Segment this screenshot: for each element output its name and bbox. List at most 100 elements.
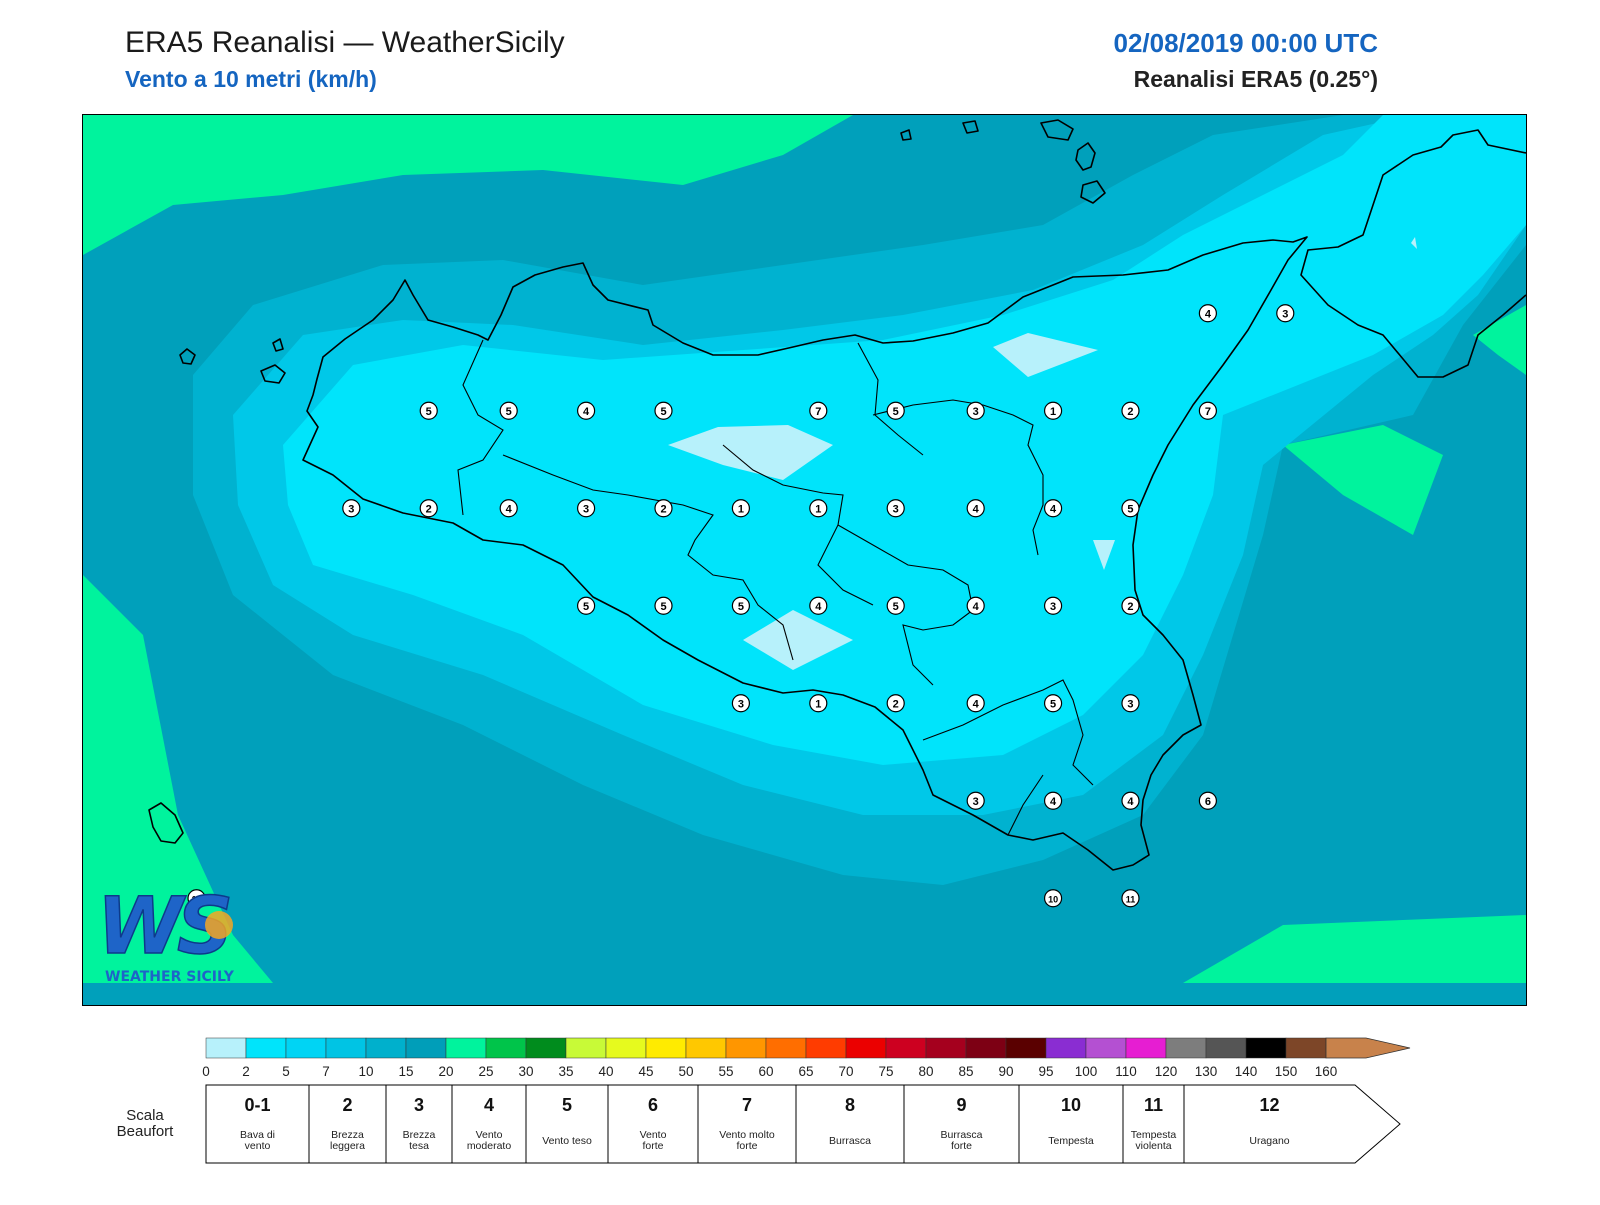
wind-label-value: 2 bbox=[426, 503, 432, 515]
colorbar-tick-label: 25 bbox=[478, 1064, 493, 1079]
beaufort-number: 0-1 bbox=[244, 1095, 270, 1115]
beaufort-scale: Scala Beaufort 0-1 Bava di vento 2 Brezza leg… bbox=[117, 1084, 1401, 1164]
wind-label-circle bbox=[1121, 889, 1140, 908]
wind-label: 5 bbox=[654, 401, 673, 420]
wind-labels: 5 5 4 5 7 5 3 1 2 73 2 4 3 2 1 1 3 4 4 55 5 5 4 5 4 3 23 1 2 4 5 33 4 4 61… bbox=[187, 304, 1295, 908]
wind-label: 1 bbox=[1043, 401, 1063, 420]
wind-label: 2 bbox=[886, 694, 905, 713]
colorbar-tick-label: 120 bbox=[1155, 1064, 1178, 1079]
wind-label-value: 1 bbox=[1050, 406, 1056, 418]
beaufort-title-line2: Beaufort bbox=[117, 1123, 175, 1140]
wind-label-circle bbox=[419, 499, 438, 518]
wind-label: 3 bbox=[966, 401, 985, 420]
wind-label-value: 15 bbox=[192, 894, 202, 904]
wind-label-value: 1 bbox=[738, 503, 744, 515]
wind-label-circle bbox=[809, 596, 828, 615]
colorbar-swatch bbox=[1165, 1037, 1207, 1059]
colorbar-tick-label: 30 bbox=[518, 1064, 533, 1079]
wind-label: 2 bbox=[419, 499, 438, 518]
wind-label: 5 bbox=[886, 401, 905, 420]
beaufort-class: 4 Vento moderato bbox=[451, 1084, 527, 1164]
wind-label-circle bbox=[419, 401, 438, 420]
beaufort-class: 2 Brezza leggera bbox=[308, 1084, 387, 1164]
colorbar-tick-label: 35 bbox=[558, 1064, 573, 1079]
band-0-2-b bbox=[993, 333, 1098, 377]
beaufort-number: 4 bbox=[484, 1095, 494, 1115]
colorbar-tick-label: 150 bbox=[1275, 1064, 1298, 1079]
colorbar-tick-label: 2 bbox=[242, 1064, 250, 1079]
colorbar-swatch bbox=[965, 1037, 1007, 1059]
wind-label: 3 bbox=[342, 499, 361, 518]
colorbar-swatch bbox=[245, 1037, 287, 1059]
map-subtitle: Vento a 10 metri (km/h) bbox=[125, 66, 377, 92]
colorbar-swatch bbox=[765, 1037, 807, 1059]
colorbar-tick-label: 70 bbox=[838, 1064, 853, 1079]
wind-label-circle bbox=[1043, 596, 1063, 615]
colorbar-arrow bbox=[1325, 1037, 1411, 1059]
band-15-20-southeast bbox=[1183, 915, 1526, 983]
wind-label-value: 3 bbox=[738, 698, 744, 710]
colorbar-tick-label: 80 bbox=[918, 1064, 933, 1079]
colorbar-swatch bbox=[925, 1037, 967, 1059]
colorbar-swatch bbox=[645, 1037, 687, 1059]
colorbar-swatch bbox=[605, 1037, 647, 1059]
beaufort-box bbox=[607, 1084, 699, 1164]
wind-label: 4 bbox=[577, 401, 596, 420]
legend-canvas: 0 2 5 7 10 15 20 25 30 35 40 45 50 55 60 65 70 75 80 85 90 95… bbox=[117, 1037, 1411, 1164]
wind-label-value: 1 bbox=[815, 698, 821, 710]
wind-speed-bands bbox=[83, 115, 1526, 983]
colorbar-swatch bbox=[485, 1037, 527, 1059]
beaufort-box bbox=[525, 1084, 609, 1164]
salina-island bbox=[1040, 119, 1074, 141]
wind-label-value: 5 bbox=[426, 406, 432, 418]
wind-label-circle bbox=[1121, 694, 1140, 713]
wind-label: 1 bbox=[809, 499, 828, 518]
beaufort-box bbox=[385, 1084, 453, 1164]
beaufort-number: 3 bbox=[414, 1095, 424, 1115]
border-trapani-palermo bbox=[457, 339, 504, 516]
beaufort-box bbox=[903, 1084, 1020, 1164]
wind-label-value: 5 bbox=[1127, 503, 1133, 515]
wind-label: 11 bbox=[1121, 889, 1140, 908]
map-title: ERA5 Reanalisi — WeatherSicily bbox=[125, 26, 565, 59]
wind-label-circle bbox=[731, 499, 751, 518]
valid-datetime: 02/08/2019 00:00 UTC bbox=[1113, 28, 1378, 58]
border-palermo-agrigento bbox=[502, 454, 794, 661]
colorbar-tick-label: 55 bbox=[718, 1064, 733, 1079]
wind-label-value: 10 bbox=[1048, 894, 1058, 904]
wind-label-circle bbox=[966, 596, 985, 615]
colorbar-swatch bbox=[1045, 1037, 1087, 1059]
colorbar-swatch bbox=[405, 1037, 447, 1059]
colorbar-tick-label: 65 bbox=[798, 1064, 813, 1079]
wind-label-value: 4 bbox=[1205, 308, 1212, 320]
logo-sun-icon bbox=[205, 911, 233, 939]
wind-label: 5 bbox=[419, 401, 438, 420]
colorbar-tick-label: 5 bbox=[282, 1064, 290, 1079]
beaufort-box bbox=[1018, 1084, 1124, 1164]
colorbar-swatch bbox=[445, 1037, 487, 1059]
wind-label-circle bbox=[499, 401, 518, 420]
beaufort-description: Brezza tesa bbox=[403, 1129, 436, 1152]
colorbar-swatch bbox=[1005, 1037, 1047, 1059]
legend: 0 2 5 7 10 15 20 25 30 35 40 45 50 55 60 65 70 75 80 85 90 95… bbox=[0, 1030, 1600, 1200]
wind-label-value: 4 bbox=[815, 601, 822, 613]
beaufort-description: Brezza leggera bbox=[330, 1129, 365, 1152]
wind-label-value: 5 bbox=[506, 406, 512, 418]
colorbar-tick-label: 45 bbox=[638, 1064, 653, 1079]
colorbar-swatch bbox=[845, 1037, 887, 1059]
wind-label-value: 3 bbox=[893, 503, 899, 515]
beaufort-class: 11 Tempesta violenta bbox=[1122, 1084, 1185, 1164]
wind-label: 7 bbox=[1198, 401, 1217, 420]
wind-label: 15 bbox=[187, 889, 206, 908]
wind-label-circle bbox=[966, 791, 985, 810]
wind-label: 6 bbox=[1198, 791, 1217, 810]
wind-label-value: 4 bbox=[973, 503, 980, 515]
colorbar-tick-label: 160 bbox=[1315, 1064, 1338, 1079]
colorbar-swatch bbox=[805, 1037, 847, 1059]
wind-label: 1 bbox=[809, 694, 828, 713]
wind-label: 3 bbox=[1121, 694, 1140, 713]
wind-label-circle bbox=[577, 401, 596, 420]
wind-label-value: 4 bbox=[1050, 503, 1057, 515]
coastline bbox=[148, 119, 1526, 871]
